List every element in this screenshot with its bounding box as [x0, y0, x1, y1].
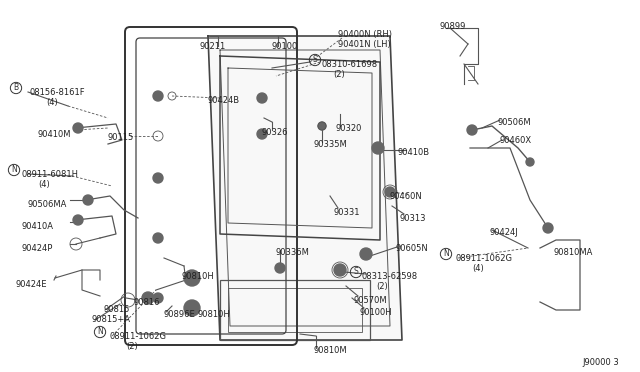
Text: 90506M: 90506M	[498, 118, 532, 127]
Text: 90424P: 90424P	[22, 244, 53, 253]
Circle shape	[372, 142, 384, 154]
Text: 90810H: 90810H	[198, 310, 231, 319]
Text: 90424J: 90424J	[490, 228, 519, 237]
Text: B: B	[13, 83, 19, 93]
Polygon shape	[208, 36, 402, 340]
Text: (4): (4)	[46, 98, 58, 107]
Circle shape	[543, 223, 553, 233]
Text: N: N	[97, 327, 103, 337]
Circle shape	[385, 187, 395, 197]
Text: 90410B: 90410B	[398, 148, 430, 157]
Text: 90605N: 90605N	[396, 244, 429, 253]
Text: 90335M: 90335M	[314, 140, 348, 149]
Circle shape	[334, 264, 346, 276]
Text: 90810M: 90810M	[314, 346, 348, 355]
Text: 90326: 90326	[262, 128, 289, 137]
Circle shape	[184, 300, 200, 316]
Text: 90816: 90816	[134, 298, 161, 307]
Text: N: N	[443, 250, 449, 259]
Circle shape	[318, 122, 326, 130]
Text: 90313: 90313	[400, 214, 426, 223]
Text: (4): (4)	[38, 180, 50, 189]
Circle shape	[83, 195, 93, 205]
Circle shape	[360, 248, 372, 260]
Text: 90810MA: 90810MA	[554, 248, 593, 257]
Text: S: S	[354, 267, 358, 276]
Circle shape	[257, 93, 267, 103]
Text: S: S	[312, 55, 317, 64]
Text: 90331: 90331	[334, 208, 360, 217]
Text: 90570M: 90570M	[354, 296, 388, 305]
Text: 08156-8161F: 08156-8161F	[30, 88, 86, 97]
Text: 90815: 90815	[103, 305, 129, 314]
Text: 90815+A: 90815+A	[92, 315, 131, 324]
Text: 90810H: 90810H	[182, 272, 215, 281]
Text: 90400N (RH): 90400N (RH)	[338, 30, 392, 39]
Bar	[228, 288, 362, 332]
Text: (2): (2)	[376, 282, 388, 291]
Text: (2): (2)	[333, 70, 345, 79]
Text: (2): (2)	[126, 342, 138, 351]
Text: 90506MA: 90506MA	[27, 200, 67, 209]
Circle shape	[142, 292, 154, 304]
Text: 90320: 90320	[336, 124, 362, 133]
Text: J90000 3: J90000 3	[582, 358, 619, 367]
Circle shape	[73, 215, 83, 225]
Text: 08911-1062G: 08911-1062G	[110, 332, 167, 341]
Text: 90401N (LH): 90401N (LH)	[338, 40, 391, 49]
Circle shape	[153, 91, 163, 101]
Circle shape	[184, 270, 200, 286]
Text: 90424E: 90424E	[15, 280, 47, 289]
Text: 90410A: 90410A	[22, 222, 54, 231]
Text: 90460N: 90460N	[390, 192, 423, 201]
Text: N: N	[11, 166, 17, 174]
Text: 08911-1062G: 08911-1062G	[456, 254, 513, 263]
Bar	[220, 280, 370, 340]
Circle shape	[467, 125, 477, 135]
Text: 90896E: 90896E	[164, 310, 196, 319]
Text: 08313-62598: 08313-62598	[362, 272, 418, 281]
Text: 90460X: 90460X	[500, 136, 532, 145]
Text: 90410M: 90410M	[38, 130, 72, 139]
Circle shape	[153, 233, 163, 243]
Text: 08310-61698: 08310-61698	[322, 60, 378, 69]
Text: 08911-6081H: 08911-6081H	[22, 170, 79, 179]
Text: 90100: 90100	[272, 42, 298, 51]
Circle shape	[257, 129, 267, 139]
Text: 90424B: 90424B	[208, 96, 240, 105]
Circle shape	[153, 293, 163, 303]
Circle shape	[526, 158, 534, 166]
Text: 90100H: 90100H	[360, 308, 392, 317]
Circle shape	[73, 123, 83, 133]
Text: 90336M: 90336M	[276, 248, 310, 257]
Text: (4): (4)	[472, 264, 484, 273]
Circle shape	[275, 263, 285, 273]
Text: 90115: 90115	[108, 133, 134, 142]
Text: 90211: 90211	[200, 42, 227, 51]
Circle shape	[153, 173, 163, 183]
Text: 90899: 90899	[440, 22, 467, 31]
